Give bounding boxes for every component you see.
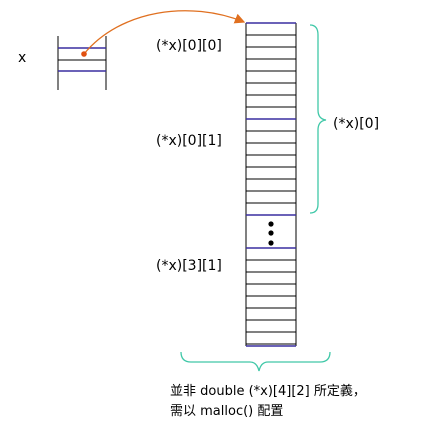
note-line-1: 並非 double (*x)[4][2] 所定義， [170,384,366,399]
pointer-cell [57,36,107,90]
label-last-element: (*x)[3][1] [156,258,222,274]
memory-column [245,22,297,347]
ellipsis-dots [268,221,274,246]
label-second-element: (*x)[0][1] [156,133,222,149]
note-line-2: 需以 malloc() 配置 [170,404,284,419]
pointer-dot [81,51,87,57]
label-first-block: (*x)[0] [333,116,380,132]
first-block-brace [309,24,327,214]
label-first-element: (*x)[0][0] [156,38,222,54]
allocation-brace [180,351,331,372]
pointer-arrow [83,10,246,55]
pointer-label-x: x [18,50,27,66]
